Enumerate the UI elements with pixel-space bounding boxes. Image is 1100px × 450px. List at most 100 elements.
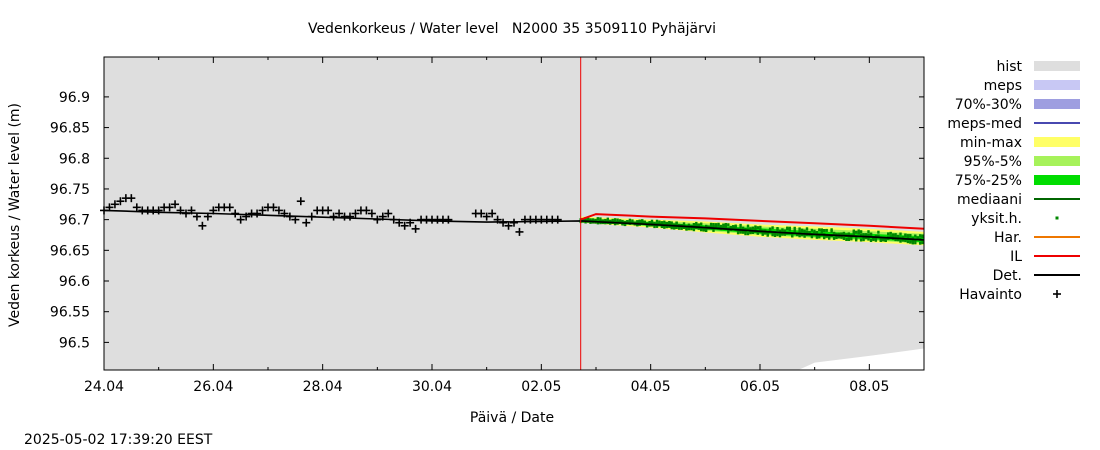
hist-lower-edge [798,348,924,370]
yksit-h-dot [914,234,917,238]
yksit-h-dot [645,224,649,228]
yksit-h-dot [778,234,782,238]
yksit-h-dot [754,225,757,229]
y-tick-label: 96.85 [50,121,90,137]
yksit-h-dot [852,230,855,234]
axes: 96.5 96.55 96.6 96.65 96.7 96.75 96.8 96.85 96.9… [50,56,925,395]
yksit-h-dot [776,233,779,237]
yksit-h-dot [862,233,865,237]
yksit-h-dot [749,227,752,231]
x-tick-label: 28.04 [303,379,343,395]
yksit-h-dot [665,225,668,229]
havainto-point [400,221,409,230]
yksit-h-dot [867,230,870,234]
havainto-point [553,215,562,224]
yksit-h-dot [882,238,885,242]
x-tick-label: 24.04 [84,379,124,395]
legend: hist meps 70%-30% meps-med min-max 95%-5% 75%-… [947,59,1080,303]
yksit-h-dot [673,226,676,230]
yksit-h-dot [783,232,787,236]
yksit-h-dot [818,228,821,232]
yksit-h-dot [700,228,703,232]
yksit-h-dot [889,235,892,239]
yksit-h-dot [732,225,735,229]
yksit-h-dot [589,220,592,224]
hist-background [104,57,924,370]
yksit-h-dot [670,226,673,230]
legend-item: meps-med [947,116,1080,132]
havainto-point [187,206,196,215]
yksit-h-dot [623,223,627,227]
yksit-h-dot [670,221,673,225]
yksit-h-dot [845,238,848,241]
legend-label: hist [996,59,1022,75]
havainto-point [411,224,420,233]
yksit-h-dot [690,227,693,231]
yksit-h-dot [803,234,806,238]
yksit-h-dot [899,239,902,243]
yksit-h-dot [805,230,809,234]
havainto-point [307,212,316,221]
legend-swatch [1034,137,1080,147]
yksit-h-dot [675,221,678,225]
yksit-h-dot [695,221,698,225]
yksit-h-dot [867,237,870,241]
yksit-h-dot [739,226,742,230]
havainto-point [515,227,524,236]
yksit-h-dot [771,226,774,230]
yksit-h-dot [906,234,910,238]
havainto-point [346,212,354,221]
yksit-h-dot [788,228,791,231]
yksit-h-dot [919,234,922,238]
yksit-h-dot [604,218,607,222]
yksit-h-dot [663,220,666,224]
yksit-h-dot [749,231,752,235]
plot-frame [103,56,925,371]
yksit-h-dot [850,237,853,241]
yksit-h-dot [773,234,777,237]
havainto-point [225,203,234,212]
yksit-h-dot [786,226,789,230]
yksit-h-dot [648,221,651,224]
havainto-point [154,206,163,215]
yksit-h-dot [709,222,713,226]
yksit-h-dot [869,239,873,242]
yksit-h-dot [778,232,782,236]
yksit-h-dot [746,224,750,228]
havainto-point [269,203,278,212]
yksit-h-dot [837,232,841,236]
yksit-h-dot [810,235,814,239]
yksit-h-dot [798,234,801,238]
havainto-point [291,215,300,224]
y-axis-label: Veden korkeus / Water level (m) [7,103,23,327]
havainto-point [209,206,218,215]
yksit-h-dot [655,219,659,223]
legend-item: Det. [993,268,1080,284]
timestamp: 2025-05-02 17:39:20 EEST [24,432,213,448]
legend-label: 95%-5% [964,154,1022,170]
yksit-h-dot [862,238,865,242]
legend-label: mediaani [957,192,1022,208]
yksit-h-dot [877,234,880,238]
havainto-point [165,203,174,212]
yksit-h-dot [800,233,804,237]
havainto-point [296,197,305,206]
havainto-point [203,212,212,221]
yksit-h-dot [901,238,905,242]
legend-item: min-max [960,135,1080,151]
yksit-h-dot [744,232,747,236]
yksit-h-dot [766,233,769,237]
havainto-point [105,203,114,212]
yksit-h-dot [919,241,922,245]
yksit-h-dot [591,218,595,222]
havainto-point [395,218,404,227]
yksit-h-dot [714,224,718,228]
yksit-h-dot [658,220,661,224]
yksit-h-dot [781,232,784,236]
legend-label: IL [1010,249,1022,265]
yksit-h-dot [714,223,718,227]
yksit-h-dot [837,235,841,239]
yksit-h-dot [808,231,811,235]
yksit-h-dot [891,233,895,237]
yksit-h-dot [702,227,705,231]
